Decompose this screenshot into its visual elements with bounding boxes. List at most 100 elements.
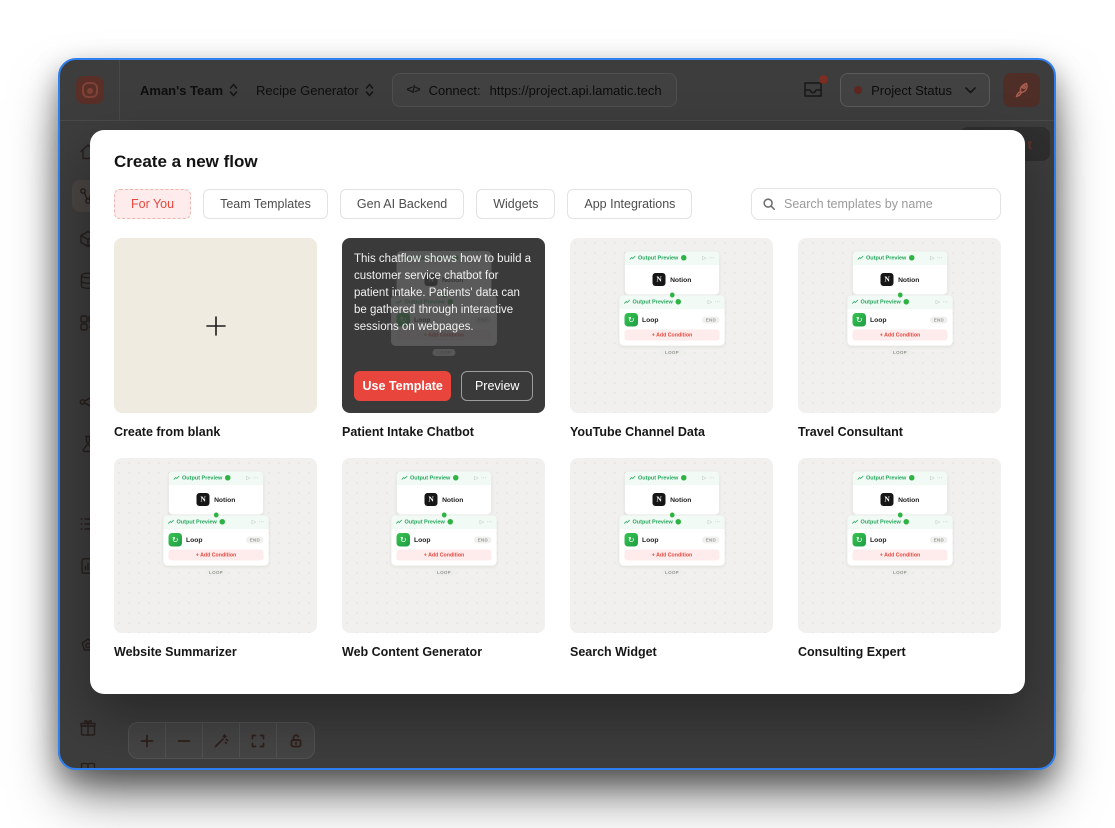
play-icon: ▷ (935, 519, 940, 525)
more-icon: ··· (258, 518, 264, 525)
gift-icon (80, 719, 96, 736)
card-travel-consultant: Output Preview ▷ ··· N Notion Output Pre… (798, 238, 1001, 439)
inbox-icon (804, 82, 822, 97)
card-create-from-blank: Create from blank (114, 238, 317, 439)
mini-flow-preview: Output Preview ▷ ··· N Notion Output Pre… (158, 471, 274, 576)
connect-url-box[interactable]: </> Connect: https://project.api.lamatic… (391, 73, 677, 107)
notion-icon: N (880, 493, 894, 506)
ghost-flow-preview: Output Preview ▷ ··· N Notion Output Pre… (342, 238, 545, 413)
loop-tag: LOOP (888, 569, 911, 576)
lock-button[interactable] (277, 723, 314, 758)
node-header: Output Preview ▷ ··· (396, 251, 491, 265)
output-preview-label: Output Preview (409, 254, 450, 261)
template-preview[interactable]: Output Preview ▷ ··· N Notion Output Pre… (570, 458, 773, 633)
more-icon: ··· (714, 518, 720, 525)
template-preview[interactable]: Output Preview ▷ ··· N Notion Output Pre… (570, 238, 773, 413)
minus-icon (177, 739, 191, 742)
magic-wand-icon (214, 733, 229, 747)
template-preview[interactable]: Output Preview ▷ ··· N Notion Output Pre… (798, 238, 1001, 413)
sidebar-item-docs[interactable] (72, 754, 104, 768)
loop-icon: ↻ (624, 313, 638, 327)
node-label: Loop (185, 536, 203, 544)
template-search (751, 188, 1001, 220)
flow-node-loop: Output Preview ▷ ··· ↻ Loop END + Add Co… (390, 515, 497, 566)
flow-node-notion: Output Preview ▷ ··· N Notion (852, 471, 947, 515)
loop-icon: ↻ (168, 533, 182, 547)
card-label: Search Widget (570, 645, 657, 659)
flow-node-notion: Output Preview ▷ ··· N Notion (396, 471, 491, 515)
check-icon (452, 255, 458, 261)
output-preview-label: Output Preview (637, 474, 678, 481)
zoom-out-button[interactable] (166, 723, 203, 758)
play-icon: ▷ (707, 519, 712, 525)
deploy-button[interactable] (1003, 73, 1040, 107)
notion-icon: N (880, 273, 894, 286)
tab-team-templates[interactable]: Team Templates (203, 189, 328, 219)
tab-gen-ai-backend[interactable]: Gen AI Backend (339, 189, 465, 219)
fit-view-button[interactable] (240, 723, 277, 758)
template-tooltip[interactable]: Output Preview ▷ ··· N Notion Output Pre… (342, 238, 545, 413)
template-preview[interactable]: Output Preview ▷ ··· N Notion Output Pre… (798, 458, 1001, 633)
mini-flow-preview: Output Preview ▷ ··· N Notion Output Pre… (842, 471, 958, 576)
topbar-divider (119, 60, 120, 121)
more-icon: ··· (708, 474, 715, 481)
create-blank-preview[interactable] (114, 238, 317, 413)
inbox-button[interactable] (801, 75, 829, 103)
card-label: YouTube Channel Data (570, 425, 705, 439)
end-pill: END (701, 536, 719, 544)
node-label: Notion (441, 275, 463, 284)
tab-widgets[interactable]: Widgets (476, 189, 556, 219)
mini-flow-preview: Output Preview ▷ ··· N Notion Output Pre… (386, 471, 502, 576)
card-youtube-channel-data: Output Preview ▷ ··· N Notion Output Pre… (570, 238, 773, 439)
preview-button[interactable]: Preview (461, 371, 533, 401)
play-icon: ▷ (707, 299, 712, 305)
card-web-content-generator: Output Preview ▷ ··· N Notion Output Pre… (342, 458, 545, 659)
sidebar-item-gift[interactable] (72, 712, 104, 744)
connect-label: Connect: (428, 82, 481, 98)
project-selector[interactable]: Recipe Generator (256, 83, 374, 98)
node-label: Notion (669, 275, 691, 284)
end-pill: END (473, 536, 491, 544)
end-pill: END (929, 536, 947, 544)
check-icon (446, 299, 453, 305)
status-dot (854, 86, 863, 94)
output-preview-label: Output Preview (176, 518, 217, 525)
add-condition-pill: + Add Condition (852, 329, 947, 341)
check-icon (674, 519, 681, 525)
notion-icon: N (652, 273, 666, 286)
card-label: Travel Consultant (798, 425, 903, 439)
node-header: Output Preview ▷ ··· (391, 515, 496, 529)
project-status-button[interactable]: Project Status (840, 73, 990, 107)
play-icon: ▷ (479, 519, 484, 525)
output-preview-label: Output Preview (637, 254, 678, 261)
output-preview-label: Output Preview (404, 298, 445, 305)
team-selector[interactable]: Aman's Team (140, 83, 238, 98)
node-header: Output Preview ▷ ··· (847, 295, 952, 309)
tab-app-integrations[interactable]: App Integrations (567, 189, 693, 219)
auto-layout-button[interactable] (203, 723, 240, 758)
node-header: Output Preview ▷ ··· (847, 515, 952, 529)
template-search-input[interactable] (784, 197, 990, 211)
loop-icon: ↻ (852, 533, 866, 547)
team-name: Aman's Team (140, 82, 224, 98)
check-icon (902, 519, 909, 525)
flow-node-loop: Output Preview ▷ ··· ↻ Loop END + Add Co… (390, 295, 497, 346)
lamatic-logo-icon[interactable] (76, 76, 104, 104)
more-icon: ··· (486, 518, 492, 525)
node-label: Notion (669, 495, 691, 504)
zoom-in-button[interactable] (129, 723, 166, 758)
template-preview[interactable]: Output Preview ▷ ··· N Notion Output Pre… (342, 458, 545, 633)
add-condition-pill: + Add Condition (852, 549, 947, 561)
play-icon: ▷ (701, 255, 706, 261)
search-icon (763, 198, 776, 211)
mini-flow-preview: Output Preview ▷ ··· N Notion Output Pre… (614, 251, 730, 356)
node-label: Loop (641, 316, 659, 324)
template-preview[interactable]: Output Preview ▷ ··· N Notion Output Pre… (114, 458, 317, 633)
tab-for-you[interactable]: For You (114, 189, 192, 219)
add-condition-pill: + Add Condition (624, 329, 719, 341)
activity-icon (623, 299, 630, 304)
use-template-button[interactable]: Use Template (354, 371, 452, 401)
play-icon: ▷ (929, 255, 934, 261)
flow-node-loop: Output Preview ▷ ··· ↻ Loop END + Add Co… (618, 295, 725, 346)
loop-tag: LOOP (888, 349, 911, 356)
